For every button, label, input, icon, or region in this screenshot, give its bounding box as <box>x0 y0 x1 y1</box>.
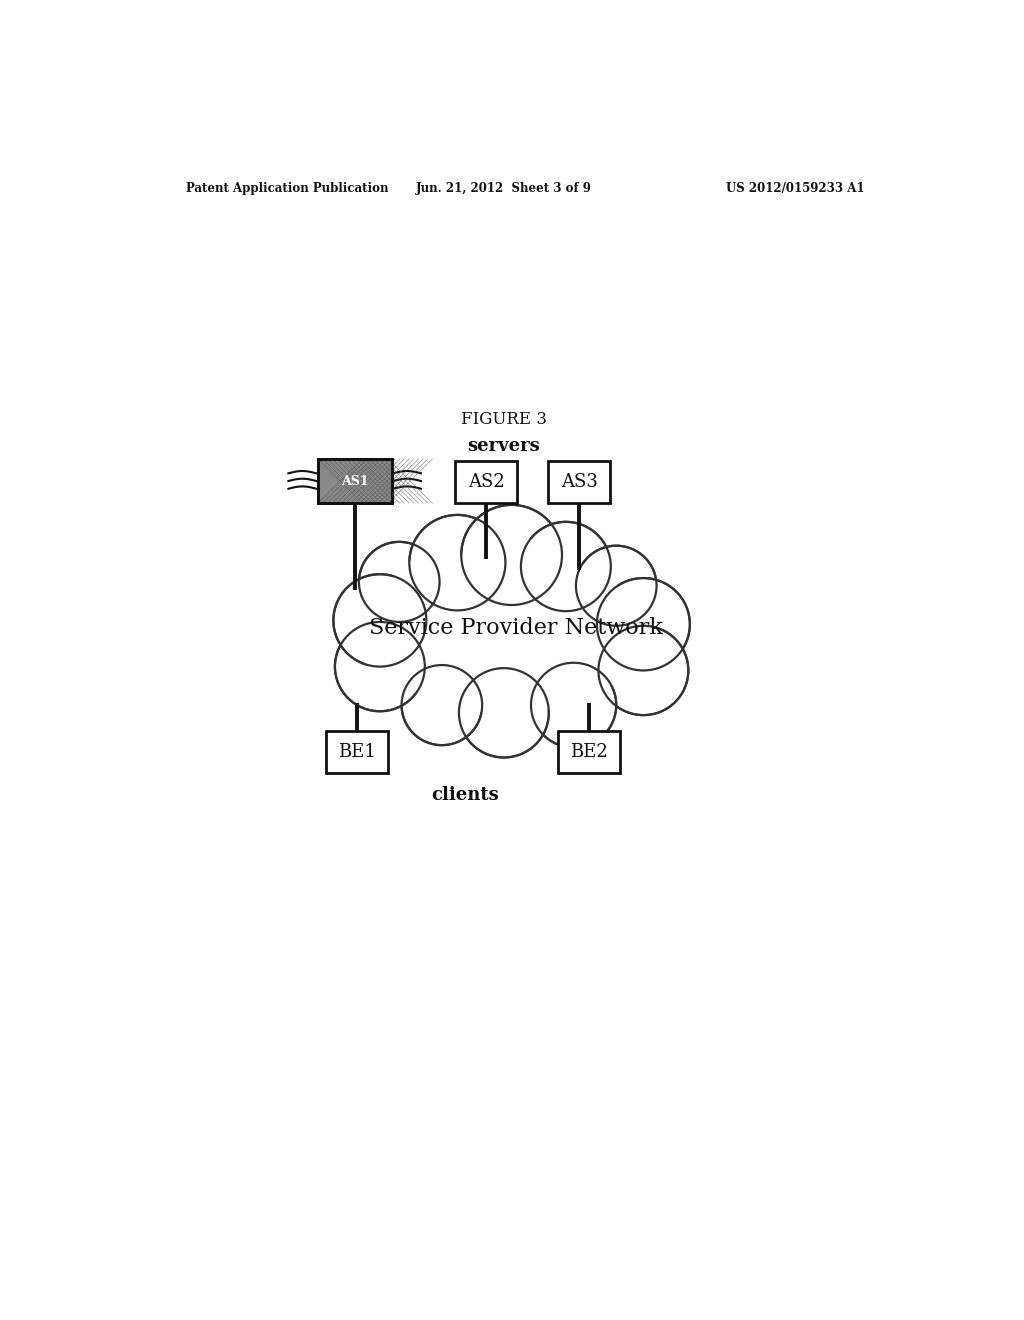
Circle shape <box>597 578 690 671</box>
Circle shape <box>334 574 426 667</box>
Text: servers: servers <box>468 437 541 455</box>
Text: US 2012/0159233 A1: US 2012/0159233 A1 <box>726 182 864 194</box>
Circle shape <box>598 626 688 715</box>
Circle shape <box>521 521 611 611</box>
Text: BE1: BE1 <box>338 743 376 760</box>
FancyBboxPatch shape <box>317 459 391 503</box>
Circle shape <box>515 612 616 713</box>
Text: Service Provider Network: Service Provider Network <box>369 618 663 639</box>
Text: FIGURE 3: FIGURE 3 <box>461 411 547 428</box>
Circle shape <box>442 554 582 693</box>
Circle shape <box>399 605 500 705</box>
Circle shape <box>575 545 656 626</box>
Text: Jun. 21, 2012  Sheet 3 of 9: Jun. 21, 2012 Sheet 3 of 9 <box>416 182 592 194</box>
Circle shape <box>519 562 628 671</box>
Circle shape <box>401 665 482 744</box>
Text: AS3: AS3 <box>560 473 597 491</box>
Circle shape <box>442 594 566 717</box>
FancyBboxPatch shape <box>455 461 517 503</box>
Circle shape <box>410 515 506 610</box>
Circle shape <box>569 601 655 686</box>
FancyBboxPatch shape <box>326 730 388 774</box>
Text: AS1: AS1 <box>341 474 369 487</box>
Circle shape <box>359 543 439 622</box>
FancyBboxPatch shape <box>558 730 621 774</box>
Circle shape <box>445 536 578 667</box>
Circle shape <box>360 601 445 686</box>
Text: clients: clients <box>431 785 499 804</box>
Text: Patent Application Publication: Patent Application Publication <box>186 182 389 194</box>
Circle shape <box>384 552 500 667</box>
Text: AS2: AS2 <box>468 473 505 491</box>
Circle shape <box>531 663 616 747</box>
Circle shape <box>335 622 425 711</box>
FancyBboxPatch shape <box>548 461 610 503</box>
Text: BE2: BE2 <box>570 743 608 760</box>
Circle shape <box>459 668 549 758</box>
Circle shape <box>461 506 562 605</box>
